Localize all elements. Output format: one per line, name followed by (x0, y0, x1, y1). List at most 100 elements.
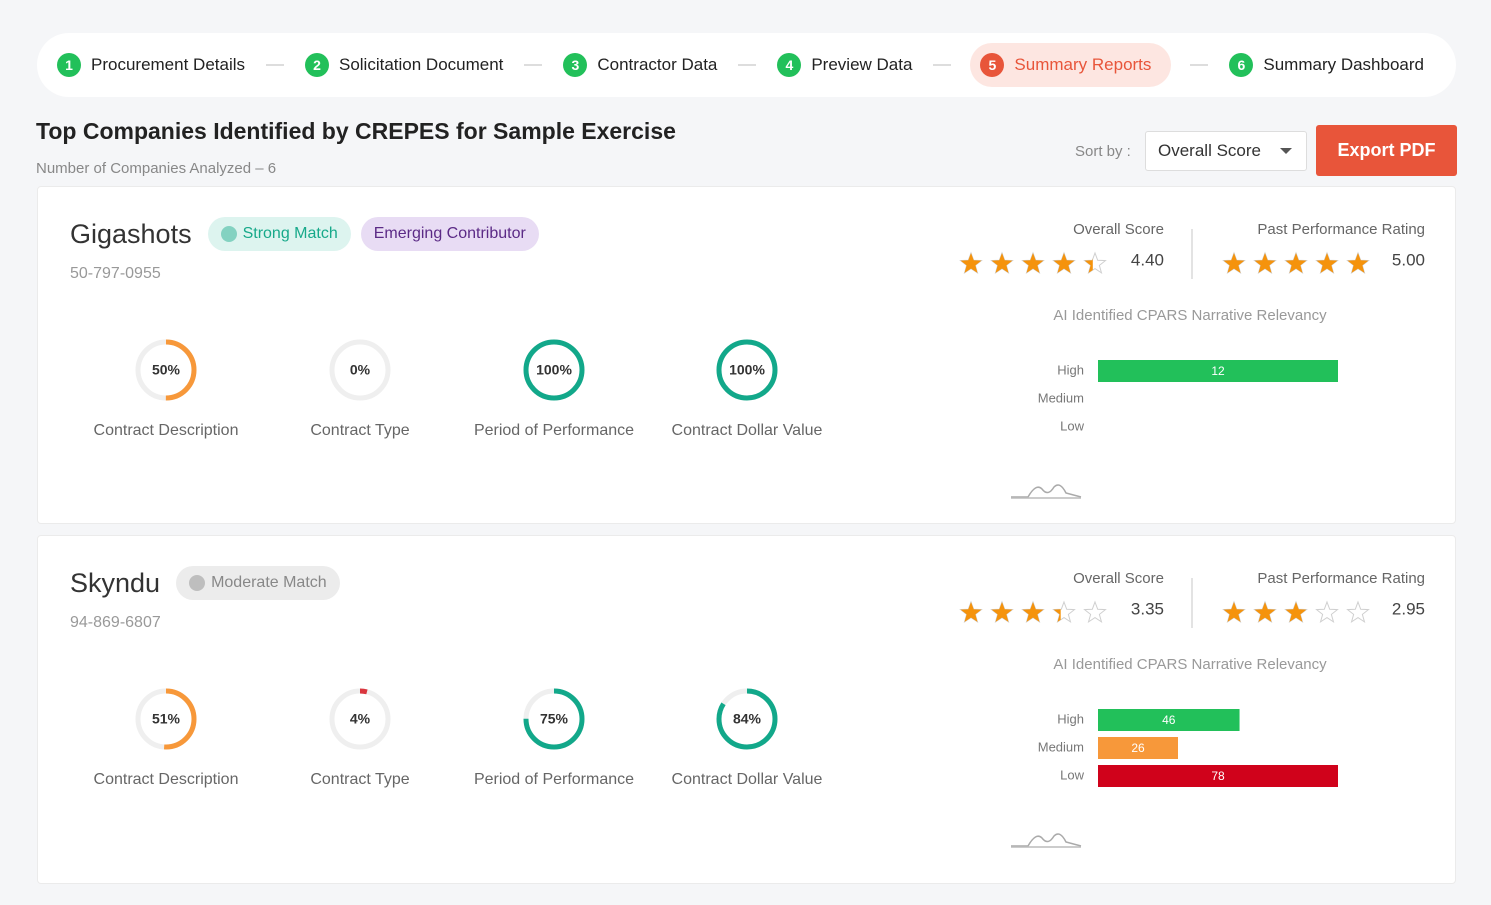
bar-label: High (1057, 362, 1084, 377)
rating-label: Past Performance Rating (1257, 221, 1425, 238)
sort-dropdown[interactable]: Overall Score (1145, 131, 1307, 171)
company-name: Skyndu (70, 567, 161, 598)
sparkline-icon (1011, 833, 1082, 847)
tag-text: Emerging Contributor (373, 225, 526, 242)
step-number[interactable]: 3 (563, 53, 588, 77)
donut-arc (716, 339, 778, 401)
step-label[interactable]: Preview Data (811, 55, 913, 74)
donut-value: 75% (540, 711, 569, 727)
bar (1098, 709, 1240, 731)
stepper: 1 Procurement Details 2 Solicitation Docume… (37, 33, 1456, 97)
tag-text: Moderate Match (211, 574, 327, 591)
step-number[interactable]: 4 (777, 53, 802, 77)
donut-value: 51% (152, 711, 181, 727)
relevancy-title: AI Identified CPARS Narrative Relevancy (1053, 307, 1327, 324)
step-label[interactable]: Solicitation Document (338, 55, 504, 74)
donut-value: 84% (733, 711, 762, 727)
step[interactable]: 5 Summary Reports (970, 43, 1172, 87)
metric-label: Period of Performance (474, 422, 634, 439)
star (1022, 602, 1044, 622)
step-label[interactable]: Summary Dashboard (1263, 55, 1424, 74)
metric-label: Contract Description (94, 422, 239, 439)
step-separator (933, 64, 952, 66)
step-number[interactable]: 1 (57, 53, 81, 77)
metric-label: Contract Type (310, 422, 409, 439)
bar (1098, 737, 1178, 759)
card-graphics: 50% Contract Description 0% Contract Type 10… (94, 221, 1425, 499)
bar (1098, 765, 1338, 787)
step[interactable]: 6 Summary Dashboard (1227, 43, 1426, 87)
export-button[interactable]: Export PDF (1316, 125, 1457, 176)
star (1254, 602, 1276, 622)
donut-value: 100% (729, 362, 765, 378)
step[interactable]: 1 Procurement Details (55, 43, 247, 87)
star (1254, 253, 1276, 273)
match-tag: Moderate Match (176, 566, 340, 600)
star (960, 602, 982, 622)
metric-label: Contract Dollar Value (672, 422, 823, 439)
bar-value: 26 (1131, 741, 1145, 755)
company-card: Skyndu Moderate Match 94-869-6807 51% Contra… (37, 535, 1456, 884)
tag-icon (220, 226, 237, 242)
sort-label: Sort by : (1075, 143, 1131, 160)
star-outline (1083, 600, 1107, 624)
step-separator (266, 64, 284, 66)
step-number[interactable]: 5 (980, 53, 1005, 77)
rating-value: 2.95 (1392, 599, 1425, 618)
bar-value: 12 (1211, 364, 1225, 378)
donut-arc (523, 688, 585, 750)
rating-label: Overall Score (1073, 221, 1164, 238)
metric-label: Contract Description (94, 771, 239, 788)
donut-value: 4% (350, 711, 371, 727)
step-label[interactable]: Procurement Details (91, 55, 246, 74)
caret[interactable] (1280, 148, 1292, 154)
star (1285, 602, 1306, 622)
step-separator (524, 64, 543, 66)
company-card: Gigashots Strong Match Emerging Contributo… (37, 186, 1456, 524)
donut-value: 50% (152, 362, 181, 378)
star (991, 253, 1013, 273)
metric-label: Contract Type (310, 771, 409, 788)
bar-label: High (1057, 711, 1084, 726)
star (1285, 253, 1307, 273)
metric-label: Contract Dollar Value (672, 771, 823, 788)
tag-text: Strong Match (242, 225, 338, 242)
rating-value: 4.40 (1131, 250, 1164, 269)
match-tag: Emerging Contributor (360, 217, 539, 251)
donut-value: 0% (350, 362, 371, 378)
star (1084, 258, 1093, 273)
star (991, 602, 1013, 622)
tag-icon (189, 575, 206, 591)
step[interactable]: 3 Contractor Data (561, 43, 719, 87)
donut-arc (716, 688, 778, 750)
star (960, 253, 982, 273)
step[interactable]: 4 Preview Data (775, 43, 914, 87)
star (1223, 602, 1245, 622)
rating-value: 5.00 (1392, 250, 1425, 269)
step-label[interactable]: Summary Reports (1014, 55, 1152, 74)
star (1223, 253, 1245, 273)
star-outline (1346, 600, 1370, 624)
step-number[interactable]: 6 (1229, 53, 1254, 77)
page-subtitle: Number of Companies Analyzed – 6 (36, 160, 277, 177)
sort-value[interactable]: Overall Score (1158, 141, 1261, 160)
step[interactable]: 2 Solicitation Document (303, 43, 505, 87)
bar-value: 46 (1162, 713, 1176, 727)
metric-label: Period of Performance (474, 771, 634, 788)
page-title: Top Companies Identified by CREPES for S… (36, 118, 676, 144)
company-id: 94-869-6807 (70, 614, 161, 631)
step-number[interactable]: 2 (304, 53, 329, 77)
step-label[interactable]: Contractor Data (597, 55, 718, 74)
match-tag: Strong Match (207, 217, 351, 251)
rating-label: Past Performance Rating (1257, 570, 1425, 587)
star (1053, 609, 1061, 622)
company-name-row: Skyndu Moderate Match (70, 566, 340, 600)
company-name-row: Gigashots Strong Match Emerging Contributo… (70, 217, 539, 251)
rating-value: 3.35 (1131, 599, 1164, 618)
star-outline (1315, 600, 1339, 624)
bar (1098, 360, 1338, 382)
donut-track (329, 339, 391, 401)
donut-value: 100% (536, 362, 572, 378)
step-separator (738, 64, 757, 66)
star (1347, 253, 1369, 273)
